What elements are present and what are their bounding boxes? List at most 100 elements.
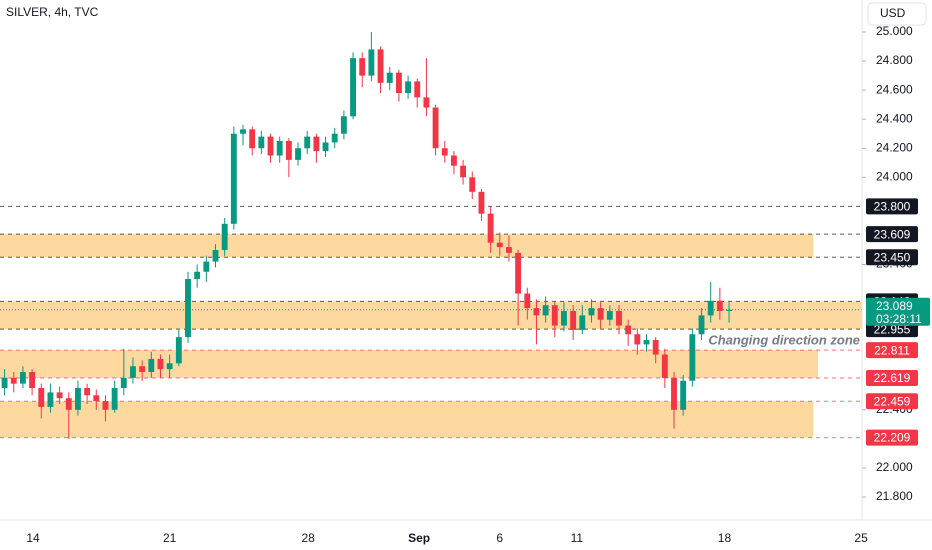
zone (0, 350, 818, 378)
level-label: 22.811 (874, 343, 910, 357)
candle-body (29, 372, 36, 389)
candle-body (487, 213, 494, 243)
candle-body (258, 136, 265, 149)
candle-body (551, 305, 558, 326)
candle-body (157, 358, 164, 370)
x-tick-label: Sep (408, 531, 430, 545)
zone (0, 234, 814, 258)
candle-body (515, 252, 522, 294)
level-label-bg (866, 198, 918, 215)
y-tick-label: 24.800 (876, 53, 913, 67)
level-label-bg (866, 369, 918, 386)
candle-body (395, 72, 402, 94)
candle-body (93, 395, 100, 402)
x-tick-label: 25 (854, 531, 868, 545)
candle-body (102, 401, 109, 410)
zones (0, 234, 862, 438)
candle-body (166, 363, 173, 370)
candle-body (652, 340, 659, 355)
candle-body (249, 129, 256, 149)
candle-body (643, 340, 650, 345)
zone (0, 301, 862, 330)
candle-body (377, 49, 384, 83)
currency-button[interactable] (867, 2, 927, 26)
candle-body (304, 136, 311, 149)
level-label-bg (866, 393, 918, 410)
candle-body (698, 315, 705, 335)
candle-body (606, 311, 613, 320)
candle-body (148, 358, 155, 373)
candle-body (38, 388, 45, 407)
candle-body (331, 133, 338, 143)
candle-body (496, 242, 503, 248)
candle-body (340, 116, 347, 134)
zone (0, 401, 814, 438)
currency[interactable]: USD (880, 6, 906, 20)
candle-body (579, 315, 586, 330)
candle-body (661, 354, 668, 378)
x-tick-label: 11 (571, 531, 584, 545)
candle-body (726, 309, 732, 311)
price-axis: 25.000 24.800 24.600 24.400 24.200 24.000 23.4… (862, 24, 930, 503)
y-tick-label: 24.000 (876, 169, 913, 183)
countdown: 03:28:11 (876, 312, 922, 326)
candle-body (506, 247, 512, 253)
current-price-bg (866, 297, 930, 326)
annotation: Changing direction zone (708, 332, 860, 347)
candle-body (56, 392, 63, 399)
level-label: 22.209 (874, 431, 911, 445)
candle-body (533, 308, 540, 316)
candle-body (671, 377, 677, 410)
level-label: 22.955 (874, 322, 911, 336)
candle-body (240, 129, 246, 134)
level-label: 23.450 (874, 250, 911, 264)
candle-body (175, 337, 182, 364)
x-tick-label: 14 (26, 531, 40, 545)
x-tick-label: 6 (496, 531, 503, 545)
candle-body (524, 293, 531, 309)
candle-body (616, 311, 622, 326)
current-price-label: 23.089 (876, 299, 913, 313)
candle-body (194, 271, 201, 280)
level-label: 22.459 (874, 394, 911, 408)
candle-body (285, 140, 292, 160)
candle-body (680, 380, 687, 410)
candle-body (441, 148, 448, 156)
candle-body (450, 155, 457, 166)
candle-body (1, 377, 8, 389)
candle-body (10, 377, 17, 384)
candle-body (203, 261, 210, 272)
candle-body (65, 398, 72, 410)
candle-body (405, 81, 412, 94)
candle-body (276, 140, 283, 156)
level-label: 22.619 (874, 371, 911, 385)
candle-body (414, 81, 421, 98)
candle-body (478, 191, 485, 214)
candle-body (185, 279, 191, 338)
candle-body (460, 165, 467, 178)
candle-body (84, 388, 91, 396)
level-label-bg (866, 342, 918, 359)
candle-body (634, 334, 641, 345)
level-label-bg (866, 226, 918, 243)
candle-body (295, 148, 301, 160)
level-label-bg (866, 429, 918, 446)
candle-body (561, 311, 567, 326)
candle-body (597, 308, 604, 320)
chart-title: SILVER, 4h, TVC (6, 5, 99, 19)
level-label: 23.800 (874, 200, 911, 214)
candle-body (130, 366, 136, 378)
candle-body (386, 72, 393, 83)
candle-body (423, 97, 430, 108)
x-tick-label: 28 (301, 531, 315, 545)
y-tick-label: 22.000 (876, 460, 913, 474)
candle-body (75, 388, 81, 410)
candle-body (212, 249, 219, 262)
y-tick-label: 24.600 (876, 82, 913, 96)
y-tick-label: 21.800 (876, 489, 913, 503)
candle-body (322, 142, 329, 152)
y-tick-label: 24.200 (876, 140, 913, 154)
y-tick-label: 24.400 (876, 111, 913, 125)
